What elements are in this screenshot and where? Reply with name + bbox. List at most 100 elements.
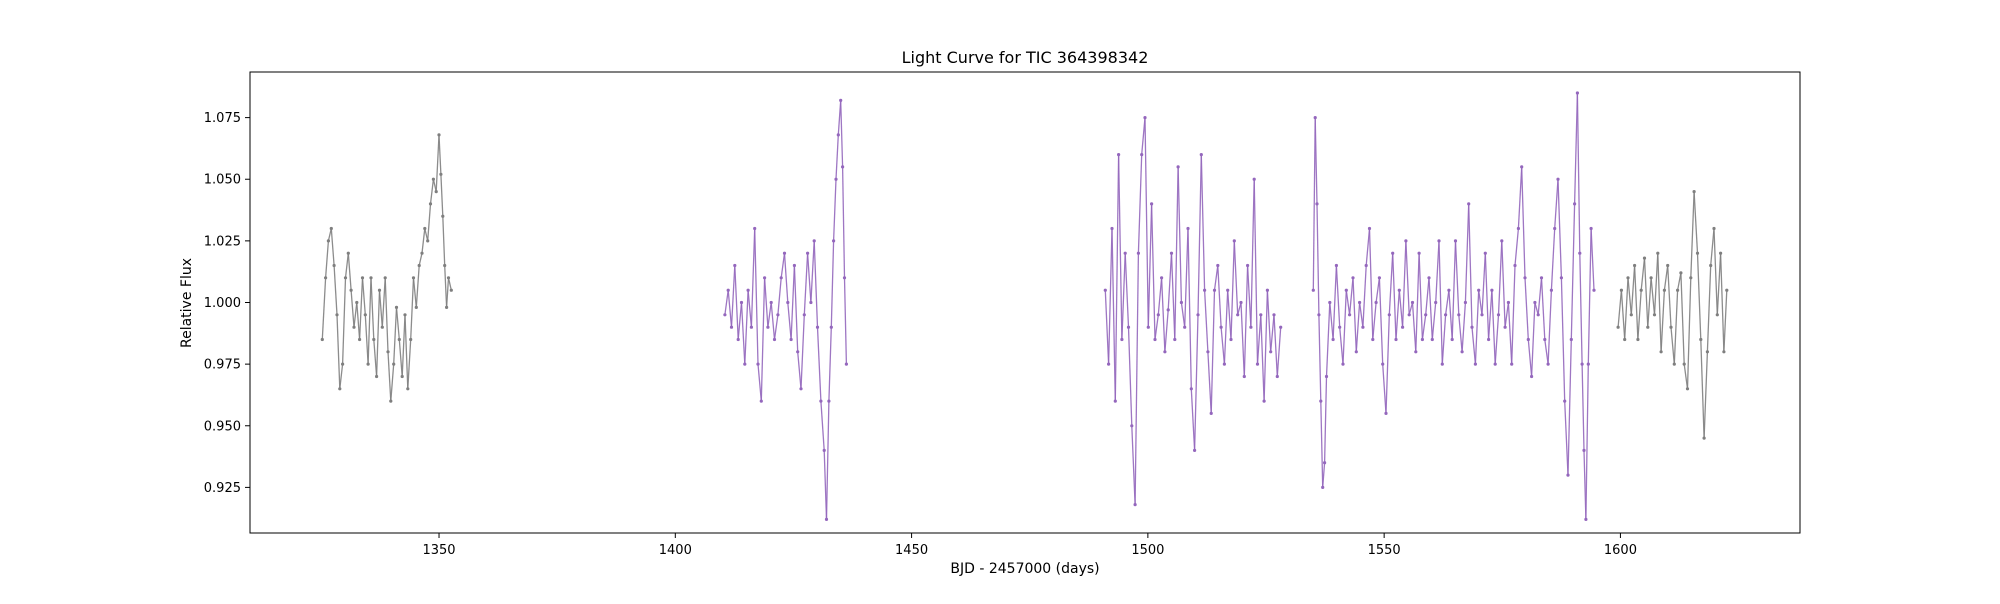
data-point-link <box>1316 203 1320 315</box>
data-point-link <box>724 290 729 315</box>
data-point-link <box>830 240 835 328</box>
data-point-link <box>1511 265 1516 365</box>
data-point-link <box>1318 314 1322 402</box>
data-point-link <box>1713 228 1718 315</box>
data-point-link <box>1573 92 1579 204</box>
data-point-link <box>744 290 749 365</box>
data-point-link <box>1567 339 1572 476</box>
data-point-link <box>1657 253 1662 352</box>
data-point-link <box>1723 290 1728 352</box>
data-point-link <box>1203 290 1209 352</box>
data-point-link <box>1650 277 1656 315</box>
data-point-link <box>797 351 802 389</box>
data-point <box>1123 251 1127 255</box>
data-point-link <box>1190 388 1196 451</box>
data-point-link <box>401 314 406 377</box>
data-point-link <box>800 314 805 389</box>
data-point-link <box>410 277 415 340</box>
data-point-link <box>1378 277 1384 365</box>
data-point-link <box>820 401 825 451</box>
data-point-link <box>1240 302 1245 377</box>
data-point-link <box>1210 290 1216 414</box>
data-point-link <box>1147 203 1153 328</box>
data-point-link <box>1127 327 1133 426</box>
data-point-link <box>1144 117 1149 328</box>
data-point-link <box>1382 364 1387 414</box>
data-point <box>1417 251 1421 255</box>
data-point-link <box>787 302 792 340</box>
data-point-link <box>1388 253 1394 315</box>
data-point-link <box>832 179 837 241</box>
data-point-link <box>1673 290 1679 365</box>
data-point-link <box>1481 253 1486 315</box>
data-point-link <box>1514 228 1520 266</box>
data-point-link <box>1428 277 1433 340</box>
data-point-link <box>1576 92 1581 254</box>
data-point-link <box>438 134 442 175</box>
data-point-link <box>1468 203 1473 328</box>
data-point <box>1483 251 1487 255</box>
data-point-link <box>1521 166 1526 278</box>
data-point-link <box>1630 265 1636 315</box>
data-point-link <box>404 314 409 389</box>
data-point-link <box>1547 290 1553 365</box>
data-point-link <box>395 307 400 340</box>
series-0 <box>320 133 453 403</box>
data-point-link <box>773 314 779 340</box>
data-point-link <box>1570 203 1576 340</box>
series-3 <box>1616 190 1729 440</box>
data-point-link <box>1107 228 1113 365</box>
data-point-link <box>1137 154 1143 254</box>
data-point-link <box>1352 277 1357 352</box>
data-point-link <box>444 265 448 308</box>
data-point-link <box>806 253 812 303</box>
data-point-link <box>1246 265 1252 328</box>
data-point-link <box>1355 302 1361 352</box>
data-point-link <box>1700 339 1705 439</box>
data-point-link <box>1579 253 1583 365</box>
data-point-link <box>816 327 822 402</box>
data-point-link <box>767 302 772 328</box>
data-point-link <box>790 265 796 340</box>
data-point-link <box>1395 290 1400 340</box>
data-point-link <box>1117 154 1123 340</box>
data-point-link <box>1676 272 1682 291</box>
data-point-link <box>1375 277 1381 303</box>
data-point-link <box>344 253 349 278</box>
data-point <box>806 251 810 255</box>
data-point-link <box>793 265 799 352</box>
data-point-link <box>333 265 338 315</box>
data-point-link <box>750 228 756 328</box>
data-point-link <box>1474 290 1480 365</box>
data-point-link <box>1680 272 1685 365</box>
data-point-link <box>760 277 766 402</box>
data-point-link <box>1358 302 1364 328</box>
data-point-link <box>1322 462 1326 488</box>
y-tick-label: 0.950 <box>204 419 241 434</box>
data-point-link <box>1154 314 1159 340</box>
data-point-link <box>1325 302 1331 377</box>
data-point-link <box>1517 166 1523 229</box>
data-point-link <box>1491 290 1496 365</box>
data-point-link <box>412 277 417 308</box>
data-point-link <box>777 277 782 315</box>
data-point-link <box>1362 265 1367 328</box>
data-point-link <box>1160 277 1166 352</box>
data-point-link <box>1690 191 1695 278</box>
data-point-link <box>447 277 452 291</box>
x-tick-label: 1350 <box>422 543 455 558</box>
data-point-link <box>740 302 746 365</box>
data-point-link <box>1405 240 1410 315</box>
data-point-link <box>1660 290 1666 352</box>
data-point-link <box>1637 290 1642 340</box>
data-point <box>1719 251 1723 255</box>
data-point-link <box>1348 277 1354 315</box>
data-point <box>1556 177 1560 181</box>
x-tick-label: 1600 <box>1604 543 1637 558</box>
data-point-link <box>1451 240 1457 340</box>
data-point-link <box>1167 253 1173 310</box>
data-point-link <box>1627 277 1632 315</box>
data-point-link <box>373 339 378 377</box>
